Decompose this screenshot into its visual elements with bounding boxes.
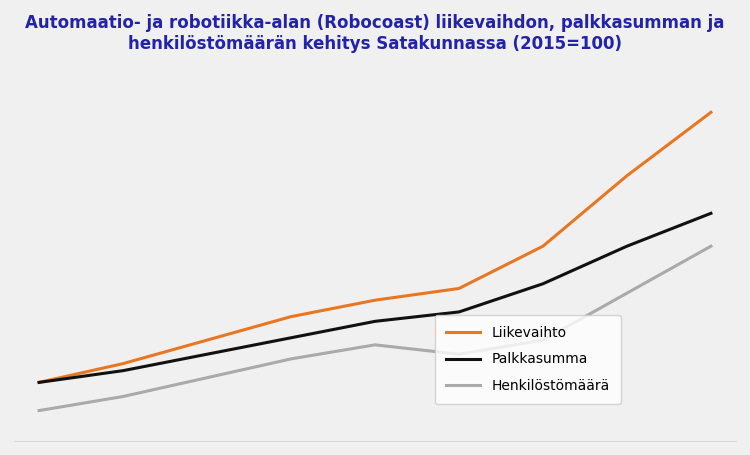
- Henkilöstömäärä: [118, 394, 128, 399]
- Henkilöstömäärä: [286, 356, 296, 362]
- Liikevaihto: [34, 379, 44, 385]
- Line: Liikevaihto: Liikevaihto: [39, 112, 711, 382]
- Line: Palkkasumma: Palkkasumma: [39, 213, 711, 382]
- Palkkasumma: [370, 318, 380, 324]
- Henkilöstömäärä: [706, 243, 716, 249]
- Liikevaihto: [538, 243, 548, 249]
- Legend: Liikevaihto, Palkkasumma, Henkilöstömäärä: Liikevaihto, Palkkasumma, Henkilöstömäär…: [434, 315, 621, 404]
- Liikevaihto: [202, 338, 211, 343]
- Liikevaihto: [118, 361, 128, 366]
- Palkkasumma: [34, 379, 44, 385]
- Liikevaihto: [454, 286, 464, 291]
- Palkkasumma: [202, 352, 211, 357]
- Palkkasumma: [706, 211, 716, 216]
- Henkilöstömäärä: [34, 408, 44, 413]
- Palkkasumma: [622, 243, 632, 249]
- Liikevaihto: [706, 110, 716, 115]
- Palkkasumma: [118, 368, 128, 374]
- Line: Henkilöstömäärä: Henkilöstömäärä: [39, 246, 711, 410]
- Palkkasumma: [538, 281, 548, 287]
- Henkilöstömäärä: [202, 375, 211, 380]
- Palkkasumma: [286, 335, 296, 340]
- Henkilöstömäärä: [622, 290, 632, 296]
- Palkkasumma: [454, 309, 464, 315]
- Henkilöstömäärä: [538, 338, 548, 343]
- Liikevaihto: [370, 298, 380, 303]
- Liikevaihto: [622, 173, 632, 178]
- Title: Automaatio- ja robotiikka-alan (Robocoast) liikevaihdon, palkkasumman ja
henkilö: Automaatio- ja robotiikka-alan (Robocoas…: [26, 14, 724, 53]
- Henkilöstömäärä: [454, 352, 464, 357]
- Henkilöstömäärä: [370, 342, 380, 348]
- Liikevaihto: [286, 314, 296, 319]
